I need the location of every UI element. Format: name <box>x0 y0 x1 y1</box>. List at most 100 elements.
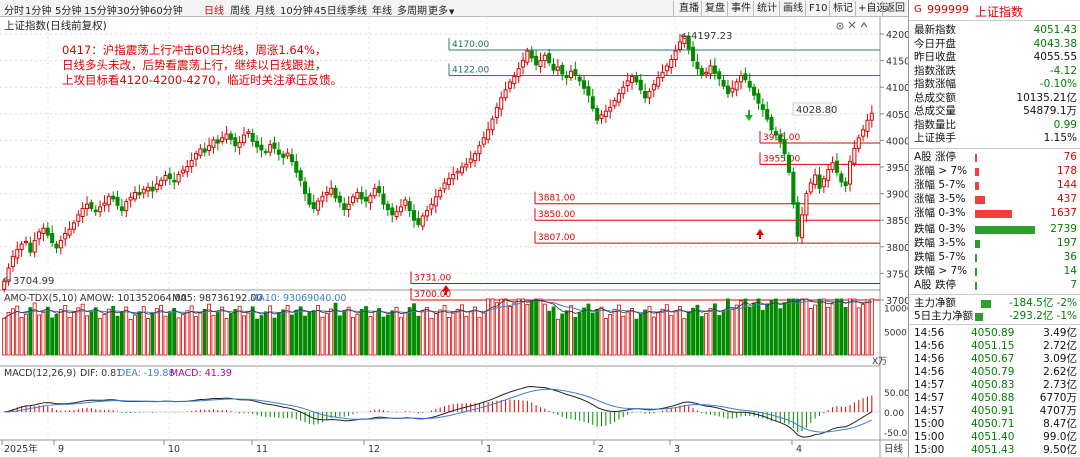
candle <box>416 210 421 228</box>
volume-bar <box>359 308 364 356</box>
candle <box>10 249 15 272</box>
volume-bar <box>695 304 700 356</box>
live-button[interactable]: 直播 <box>679 3 699 14</box>
tab-yearly[interactable]: 年线 <box>372 6 392 17</box>
candle <box>23 236 29 246</box>
price-tick-label: 3900 <box>886 190 908 201</box>
tab-more[interactable]: 更多▼ <box>428 2 454 17</box>
volume-bar <box>337 315 342 356</box>
high-marker: 4197.23 <box>680 31 732 42</box>
breadth-value: 1637 <box>1050 207 1077 219</box>
tab-intraday[interactable]: 分时 <box>4 6 24 17</box>
tick-row: 14:57 4050.88 6770万 <box>909 392 1080 405</box>
candle <box>586 80 591 103</box>
volume-bar <box>481 312 486 356</box>
candle <box>364 189 369 208</box>
collapse-icon[interactable] <box>860 22 868 28</box>
volume-bar <box>433 313 438 356</box>
tick-time: 14:56 <box>914 353 945 365</box>
tab-5min[interactable]: 5分钟 <box>55 6 82 17</box>
flow-bar <box>975 313 983 321</box>
macd-value: MACD: 41.39 <box>170 368 232 379</box>
tab-60min[interactable]: 60分钟 <box>150 6 183 17</box>
tab-10min[interactable]: 10分钟 <box>280 6 313 17</box>
volume-bar <box>320 316 325 356</box>
draw-line-button[interactable]: 画线 <box>783 3 803 14</box>
tab-daily[interactable]: 日线 <box>204 6 224 17</box>
volume-bar <box>712 303 717 356</box>
volume-bar <box>756 298 761 356</box>
tab-15min[interactable]: 15分钟 <box>84 6 117 17</box>
volume-bar <box>438 309 443 356</box>
review-button[interactable]: 复盘 <box>705 3 725 14</box>
tab-weekly[interactable]: 周线 <box>230 6 250 17</box>
close-icon[interactable] <box>848 21 856 29</box>
stat-value: -0.10% <box>1039 78 1077 90</box>
candle <box>717 68 722 87</box>
candle <box>420 212 425 231</box>
tab-multi-period[interactable]: 多周期 <box>397 6 427 17</box>
breadth-value: 144 <box>1056 179 1077 191</box>
tab-quarterly[interactable]: 季线 <box>347 6 367 17</box>
tab-45day[interactable]: 45日线 <box>314 6 347 17</box>
candle <box>93 205 98 216</box>
volume-bar <box>185 310 190 356</box>
tab-monthly[interactable]: 月线 <box>255 6 275 17</box>
volume-bar <box>167 312 172 356</box>
index-code: 999999 <box>927 3 969 16</box>
candle <box>198 144 203 159</box>
back-button[interactable]: 返回 <box>885 3 905 14</box>
candle <box>163 170 168 186</box>
flow-row: 5日主力净额 -293.2亿 -1% <box>909 310 1080 323</box>
volume-bar <box>512 302 517 356</box>
date-label: 3 <box>674 444 680 455</box>
candle <box>786 152 792 176</box>
stats-button[interactable]: 统计 <box>757 3 777 14</box>
volume-bar <box>760 309 765 356</box>
candle <box>281 151 286 165</box>
candle <box>673 44 678 67</box>
volume-bar <box>119 311 124 356</box>
volume-bar <box>24 313 28 356</box>
volume-bar <box>281 309 286 356</box>
volume-bar <box>93 307 98 356</box>
settings-icon[interactable] <box>836 22 844 30</box>
candle <box>573 61 578 80</box>
candle <box>237 136 242 155</box>
candle <box>708 59 713 80</box>
mark-button[interactable]: 标记 <box>833 3 853 14</box>
candle <box>778 128 783 148</box>
level-label: 4170.00 <box>452 40 489 50</box>
candle <box>207 137 212 156</box>
candle <box>769 114 774 135</box>
volume-bar <box>399 317 403 356</box>
stat-row: 总成交额 10135.21亿 <box>909 92 1080 105</box>
candle <box>355 187 360 203</box>
arrow-up-icon <box>756 229 764 239</box>
volume-bar <box>630 308 634 356</box>
candle <box>150 180 155 199</box>
tick-volume: 2.73亿 <box>1043 379 1077 391</box>
candle <box>730 80 735 98</box>
candle <box>220 131 225 145</box>
divider <box>909 294 1080 295</box>
tab-1min[interactable]: 1分钟 <box>25 6 52 17</box>
level-label: 3850.00 <box>538 210 575 220</box>
f10-button[interactable]: F10 <box>809 3 828 14</box>
volume-bar <box>159 305 164 356</box>
events-button[interactable]: 事件 <box>731 3 751 14</box>
volume-bar <box>420 310 425 356</box>
breadth-value: 2739 <box>1050 223 1077 235</box>
tab-30min[interactable]: 30分钟 <box>117 6 150 17</box>
tick-price: 4050.71 <box>971 418 1015 430</box>
breadth-bar <box>975 226 1035 234</box>
price-axis: 4200 4150 4100 4050 4000 3950 3900 3850 3800 3750… <box>880 30 908 307</box>
candle <box>58 235 63 255</box>
chart-area[interactable]: 上证指数(日线前复权) 4170.004122.003995.003955.00… <box>0 17 908 457</box>
divider <box>753 1 754 16</box>
volume-bar <box>664 304 669 356</box>
volume-bar <box>425 307 430 356</box>
candle <box>98 200 103 218</box>
candle <box>398 198 403 216</box>
add-watchlist-button[interactable]: +自选 <box>858 3 887 14</box>
